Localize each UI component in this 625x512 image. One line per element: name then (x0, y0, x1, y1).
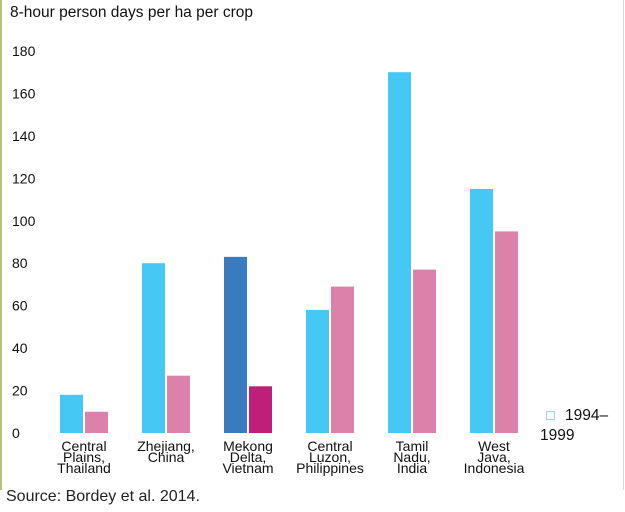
y-tick-label: 160 (12, 85, 36, 101)
bar-series1 (306, 309, 329, 433)
x-tick-label: West Java, Indonesia (464, 438, 525, 476)
source-note: Source: Bordey et al. 2014. (6, 488, 200, 505)
y-tick-label: 120 (12, 170, 36, 186)
bar-series2 (167, 375, 190, 433)
bar-series1 (224, 256, 247, 433)
x-tick-label: Zhejiang, China (137, 438, 195, 465)
chart-frame (0, 0, 624, 490)
y-tick-label: 140 (12, 128, 36, 144)
y-axis-title: 8-hour person days per ha per crop (10, 4, 253, 21)
bar-series1 (470, 188, 493, 433)
x-tick-label: Central Plains, Thailand (57, 438, 111, 476)
legend-label-line2: 1999 (540, 427, 575, 444)
legend: 1994– 1999 (530, 406, 620, 446)
bar-series1 (388, 72, 411, 433)
x-tick-label: Mekong Delta, Vietnam (222, 438, 273, 476)
bar-series1 (60, 394, 83, 433)
bar-series1 (142, 263, 165, 433)
y-tick-label: 100 (12, 213, 36, 229)
y-tick-label: 60 (12, 298, 28, 314)
y-tick-label: 80 (12, 255, 28, 271)
y-tick-label: 20 (12, 383, 28, 399)
y-tick-label: 40 (12, 340, 28, 356)
x-tick-label: Central Luzon, Philippines (296, 438, 364, 476)
bar-series2 (249, 386, 272, 433)
y-tick-label: 180 (12, 43, 36, 59)
legend-swatch (546, 411, 555, 421)
bar-series2 (85, 411, 108, 433)
bar-series2 (413, 269, 436, 433)
bar-series2 (495, 231, 518, 433)
legend-entry: 1994– (530, 406, 620, 426)
y-tick-label: 0 (12, 425, 20, 441)
bar-series2 (331, 286, 354, 433)
x-tick-label: Tamil Nadu, India (393, 438, 430, 476)
legend-label-line1: 1994– (565, 407, 609, 424)
